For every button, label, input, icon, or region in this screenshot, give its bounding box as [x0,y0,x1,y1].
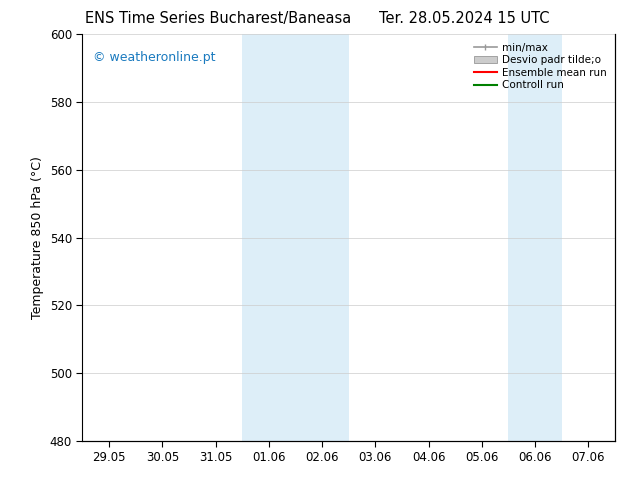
Legend: min/max, Desvio padr tilde;o, Ensemble mean run, Controll run: min/max, Desvio padr tilde;o, Ensemble m… [470,40,610,94]
Text: © weatheronline.pt: © weatheronline.pt [93,50,216,64]
Text: ENS Time Series Bucharest/Baneasa      Ter. 28.05.2024 15 UTC: ENS Time Series Bucharest/Baneasa Ter. 2… [85,11,549,26]
Bar [508,34,562,441]
Bar [242,34,349,441]
Y-axis label: Temperature 850 hPa (°C): Temperature 850 hPa (°C) [31,156,44,319]
